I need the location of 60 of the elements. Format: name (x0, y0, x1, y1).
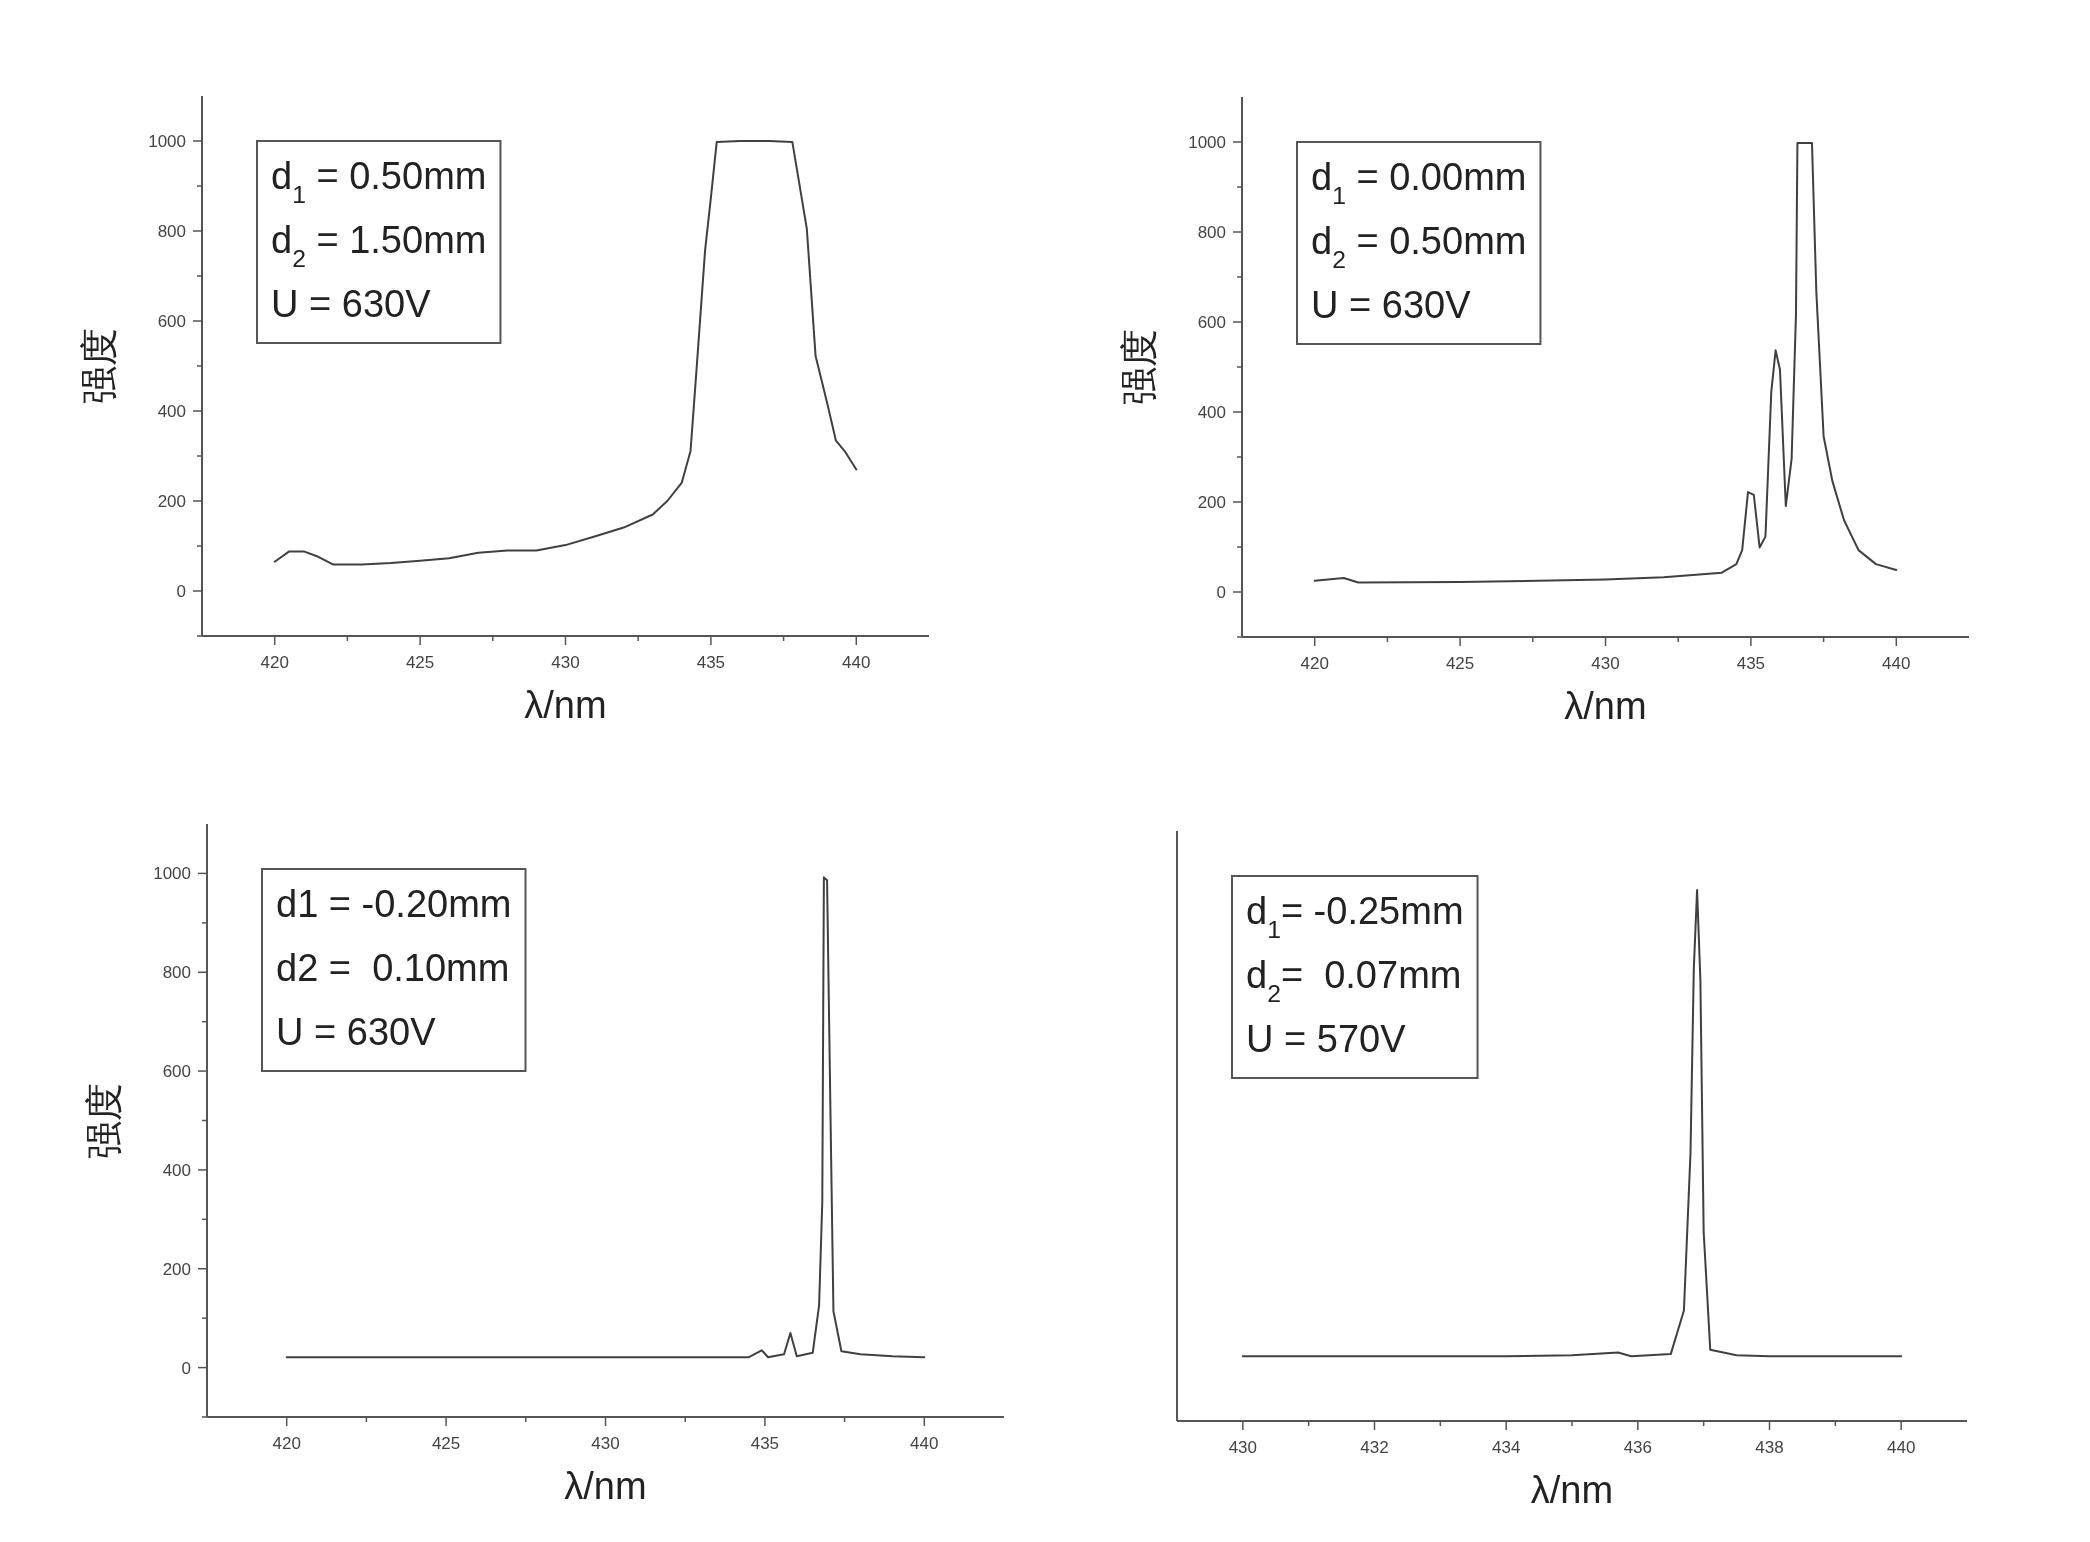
y-tick-label: 200 (1197, 493, 1226, 512)
annotation: d$_{1}$ = 0.00mm (1311, 156, 1527, 209)
y-tick-label: 1000 (148, 132, 186, 151)
annotation: d$_{2}$ = 1.50mm (271, 219, 487, 272)
x-tick-label: 440 (1886, 1438, 1916, 1457)
x-tick-label: 420 (272, 1434, 301, 1453)
y-tick-label: 1000 (1188, 133, 1226, 152)
x-tick-label: 436 (1623, 1438, 1653, 1457)
x-tick-label: 425 (405, 653, 435, 672)
y-tick-label: 0 (176, 582, 186, 601)
annotation: U = 630V (1311, 284, 1472, 326)
y-tick-label: 800 (162, 963, 191, 983)
y-tick-label: 800 (1197, 223, 1226, 242)
y-tick-label: 600 (157, 312, 186, 331)
y-tick-label: 600 (1197, 313, 1226, 332)
annotation: U = 570V (1246, 1018, 1407, 1060)
y-tick-label: 400 (157, 402, 186, 421)
y-tick-label: 800 (157, 222, 186, 241)
y-axis-title: 强度 (83, 1082, 125, 1159)
annotation: d$_{1}$= -0.25mm (1246, 890, 1464, 943)
line-series (273, 140, 858, 566)
x-tick-label: 430 (551, 653, 580, 672)
annotation: d$_{2}$ = 0.50mm (1311, 220, 1527, 273)
x-tick-label: 432 (1360, 1438, 1389, 1457)
x-tick-label: 440 (910, 1434, 939, 1453)
x-tick-label: 435 (696, 653, 726, 672)
annotation: d1 = -0.20mm (276, 883, 512, 925)
x-tick-label: 430 (1228, 1438, 1258, 1457)
annotation: d$_{2}$= 0.07mm (1246, 954, 1462, 1007)
x-tick-label: 440 (842, 653, 871, 672)
x-axis-title: λ/nm (1564, 685, 1647, 727)
x-tick-label: 438 (1755, 1438, 1784, 1457)
y-axis-title: 强度 (78, 328, 120, 404)
x-tick-label: 435 (750, 1434, 780, 1453)
y-axis-title: 强度 (1118, 329, 1160, 405)
x-tick-label: 430 (591, 1434, 620, 1453)
x-tick-label: 420 (1300, 654, 1329, 673)
y-tick-label: 200 (157, 492, 186, 511)
x-axis-title: λ/nm (564, 1465, 647, 1507)
x-tick-label: 425 (431, 1434, 461, 1453)
y-tick-label: 400 (1197, 403, 1226, 422)
annotation: d$_{1}$ = 0.50mm (271, 155, 487, 208)
annotation: U = 630V (271, 283, 432, 325)
line-series (1313, 141, 1898, 584)
x-tick-label: 420 (260, 653, 289, 672)
y-tick-label: 600 (162, 1062, 191, 1082)
y-tick-label: 0 (181, 1358, 191, 1378)
y-tick-label: 0 (1216, 583, 1226, 602)
y-tick-label: 200 (162, 1259, 191, 1279)
x-tick-label: 434 (1491, 1438, 1521, 1457)
annotation: U = 630V (276, 1011, 437, 1053)
x-tick-label: 440 (1882, 654, 1911, 673)
x-tick-label: 430 (1591, 654, 1620, 673)
y-tick-label: 1000 (153, 864, 191, 884)
x-axis-title: λ/nm (1530, 1469, 1614, 1511)
annotation: d2 = 0.10mm (276, 947, 510, 989)
y-tick-label: 400 (162, 1160, 191, 1180)
x-tick-label: 425 (1445, 654, 1475, 673)
x-tick-label: 435 (1736, 654, 1766, 673)
x-axis-title: λ/nm (524, 684, 607, 726)
